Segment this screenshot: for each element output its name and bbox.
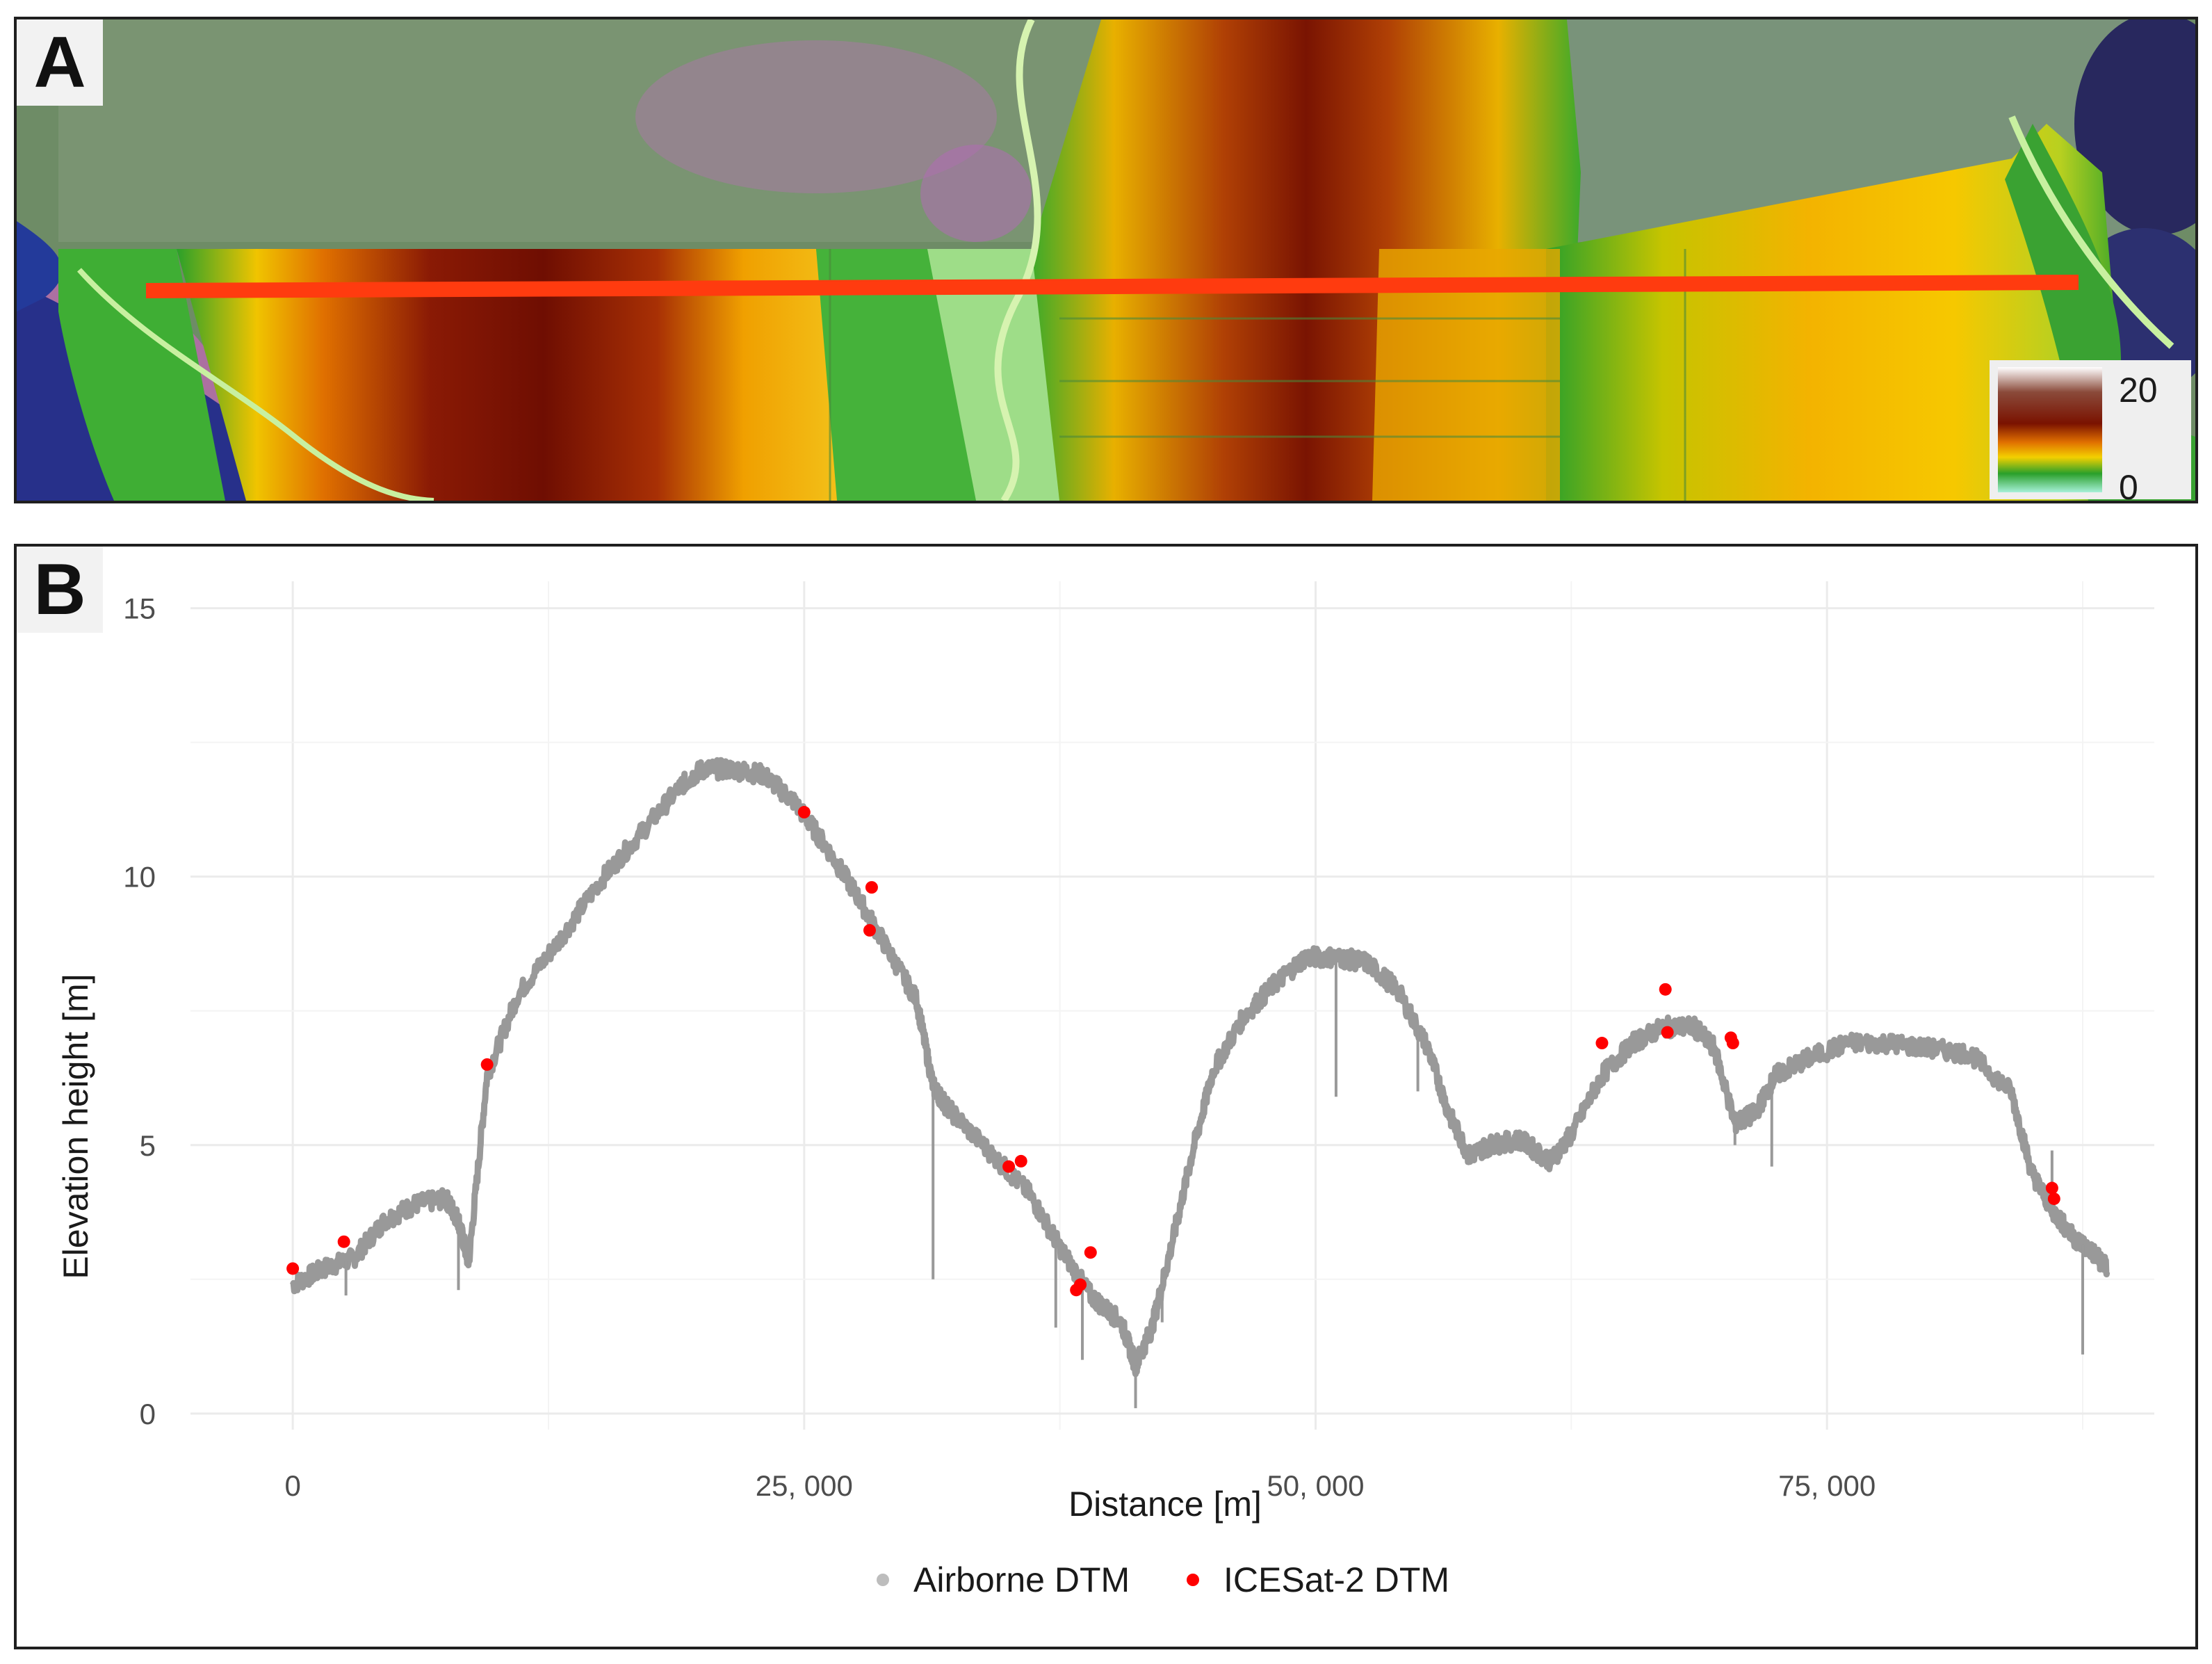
icesat-point bbox=[1595, 1037, 1609, 1050]
y-tick-label: 15 bbox=[123, 592, 156, 625]
icesat-point bbox=[1014, 1154, 1027, 1168]
icesat-point bbox=[1084, 1246, 1097, 1259]
icesat-point bbox=[1002, 1160, 1016, 1173]
y-axis-title: Elevation height [m] bbox=[56, 974, 95, 1279]
colorbar-min-label: 0 bbox=[2119, 468, 2138, 501]
panel-b-label: B bbox=[17, 547, 103, 633]
y-tick-label: 5 bbox=[140, 1129, 156, 1162]
x-axis-title: Distance [m] bbox=[1068, 1485, 1262, 1524]
x-tick-label: 0 bbox=[284, 1469, 300, 1502]
axis-ticks: 0 25, 000 50, 000 75, 000 0 5 10 15 bbox=[123, 592, 1876, 1502]
legend-label-airborne: Airborne DTM bbox=[913, 1560, 1130, 1599]
colorbar-max-label: 20 bbox=[2119, 371, 2158, 410]
transect-line bbox=[145, 275, 2079, 298]
icesat-point bbox=[863, 923, 876, 937]
panel-b-elevation-profile: 0 25, 000 50, 000 75, 000 0 5 10 15 Distance [m… bbox=[14, 544, 2198, 1649]
grid-lines bbox=[190, 581, 2154, 1430]
legend-label-icesat: ICESat-2 DTM bbox=[1223, 1560, 1449, 1599]
panel-a-elevation-map: 20 0 A bbox=[14, 17, 2198, 503]
legend-swatch-airborne bbox=[877, 1574, 889, 1586]
icesat-point bbox=[797, 806, 811, 819]
icesat-point bbox=[480, 1058, 494, 1071]
icesat-point bbox=[2045, 1181, 2058, 1195]
legend-swatch-icesat bbox=[1187, 1574, 1199, 1586]
x-tick-label: 75, 000 bbox=[1778, 1469, 1876, 1502]
colorbar: 20 0 bbox=[1990, 360, 2191, 501]
icesat-point bbox=[286, 1262, 300, 1275]
icesat-point bbox=[1070, 1284, 1083, 1297]
legend: Airborne DTM ICESat-2 DTM bbox=[877, 1560, 1449, 1599]
icesat-point bbox=[1661, 1026, 1674, 1039]
icesat-point bbox=[865, 881, 878, 894]
y-tick-label: 10 bbox=[123, 861, 156, 894]
icesat-dtm-series bbox=[286, 806, 2060, 1297]
x-tick-label: 50, 000 bbox=[1267, 1469, 1364, 1502]
icesat-point bbox=[337, 1235, 350, 1248]
panel-a-label: A bbox=[17, 19, 103, 106]
airborne-dtm-line bbox=[289, 757, 2111, 1378]
airborne-dtm-series bbox=[289, 757, 2111, 1409]
x-tick-label: 25, 000 bbox=[756, 1469, 853, 1502]
icesat-point bbox=[2047, 1192, 2060, 1205]
icesat-point bbox=[1659, 983, 1672, 996]
elevation-map-image: 20 0 bbox=[17, 19, 2195, 501]
elevation-profile-chart: 0 25, 000 50, 000 75, 000 0 5 10 15 Distance [m… bbox=[56, 581, 2154, 1599]
icesat-point bbox=[1726, 1037, 1739, 1050]
y-tick-label: 0 bbox=[140, 1398, 156, 1430]
